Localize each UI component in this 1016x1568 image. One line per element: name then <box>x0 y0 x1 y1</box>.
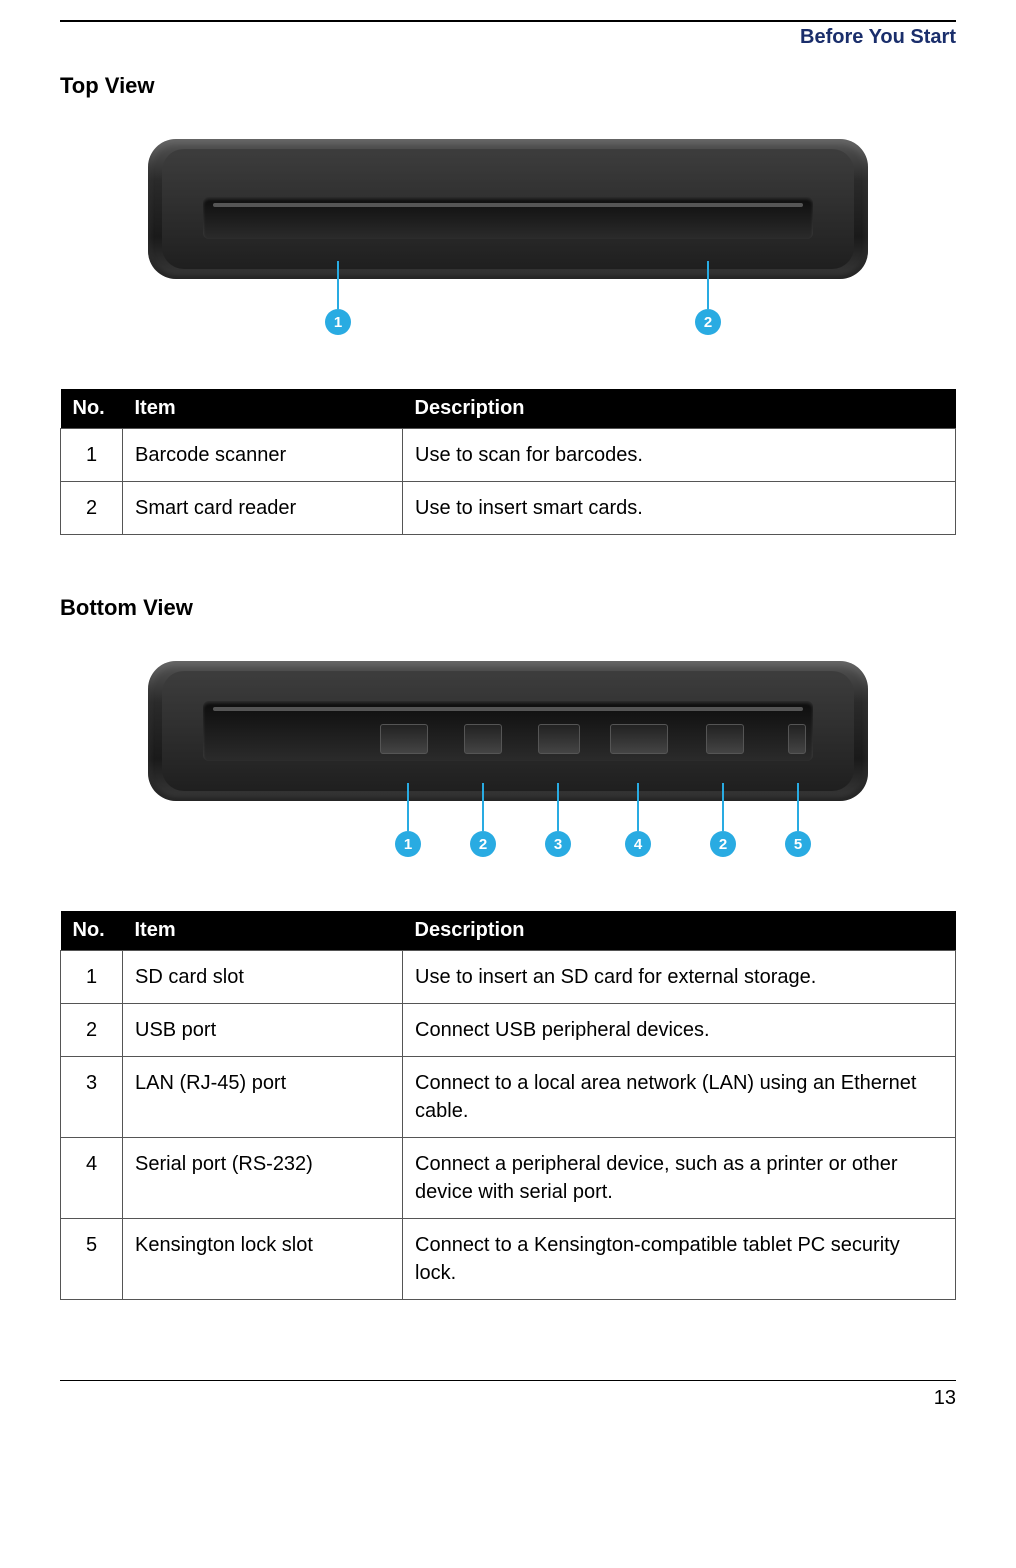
device-body-top <box>148 139 868 279</box>
callout-line <box>722 783 724 831</box>
col-no: No. <box>61 911 123 951</box>
bottom-view-callouts: 1 2 3 4 2 5 <box>148 801 868 881</box>
device-port <box>610 724 668 754</box>
callout-line <box>482 783 484 831</box>
header-rule <box>60 20 956 22</box>
callout-marker: 2 <box>470 783 496 857</box>
col-no: No. <box>61 389 123 429</box>
cell-description: Connect a peripheral device, such as a p… <box>403 1138 956 1219</box>
cell-item: LAN (RJ-45) port <box>123 1057 403 1138</box>
callout-line <box>637 783 639 831</box>
cell-no: 5 <box>61 1219 123 1300</box>
callout-badge: 2 <box>695 309 721 335</box>
cell-description: Connect USB peripheral devices. <box>403 1004 956 1057</box>
table-row: 4Serial port (RS-232)Connect a periphera… <box>61 1138 956 1219</box>
device-port <box>538 724 580 754</box>
bottom-view-device-figure: 1 2 3 4 2 5 <box>60 661 956 881</box>
cell-no: 4 <box>61 1138 123 1219</box>
table-row: 1Barcode scannerUse to scan for barcodes… <box>61 429 956 482</box>
callout-marker: 2 <box>695 261 721 335</box>
device-port <box>464 724 502 754</box>
callout-badge: 4 <box>625 831 651 857</box>
device-body-bottom <box>148 661 868 801</box>
callout-badge: 2 <box>710 831 736 857</box>
cell-no: 2 <box>61 1004 123 1057</box>
callout-badge: 3 <box>545 831 571 857</box>
cell-item: SD card slot <box>123 951 403 1004</box>
col-description: Description <box>403 389 956 429</box>
cell-description: Use to scan for barcodes. <box>403 429 956 482</box>
cell-no: 1 <box>61 429 123 482</box>
callout-marker: 1 <box>395 783 421 857</box>
cell-description: Use to insert an SD card for external st… <box>403 951 956 1004</box>
device-port <box>706 724 744 754</box>
callout-line <box>337 261 339 309</box>
cell-item: USB port <box>123 1004 403 1057</box>
callout-line <box>797 783 799 831</box>
callout-badge: 1 <box>395 831 421 857</box>
callout-line <box>707 261 709 309</box>
cell-no: 2 <box>61 482 123 535</box>
cell-item: Barcode scanner <box>123 429 403 482</box>
table-row: 2Smart card readerUse to insert smart ca… <box>61 482 956 535</box>
callout-marker: 1 <box>325 261 351 335</box>
callout-marker: 5 <box>785 783 811 857</box>
cell-item: Serial port (RS-232) <box>123 1138 403 1219</box>
callout-badge: 1 <box>325 309 351 335</box>
table-header-row: No. Item Description <box>61 389 956 429</box>
bottom-view-table: No. Item Description 1SD card slotUse to… <box>60 911 956 1300</box>
top-view-title: Top View <box>60 73 956 99</box>
bottom-view-title: Bottom View <box>60 595 956 621</box>
page-number: 13 <box>60 1387 956 1410</box>
cell-no: 3 <box>61 1057 123 1138</box>
table-row: 5Kensington lock slotConnect to a Kensin… <box>61 1219 956 1300</box>
cell-description: Connect to a Kensington-compatible table… <box>403 1219 956 1300</box>
callout-marker: 3 <box>545 783 571 857</box>
callout-marker: 4 <box>625 783 651 857</box>
device-port <box>380 724 428 754</box>
cell-item: Smart card reader <box>123 482 403 535</box>
table-row: 2USB portConnect USB peripheral devices. <box>61 1004 956 1057</box>
device-slot-top <box>203 197 813 239</box>
table-row: 1SD card slotUse to insert an SD card fo… <box>61 951 956 1004</box>
table-row: 3LAN (RJ-45) portConnect to a local area… <box>61 1057 956 1138</box>
callout-line <box>557 783 559 831</box>
callout-badge: 2 <box>470 831 496 857</box>
cell-description: Use to insert smart cards. <box>403 482 956 535</box>
cell-item: Kensington lock slot <box>123 1219 403 1300</box>
device-port <box>788 724 806 754</box>
top-view-table: No. Item Description 1Barcode scannerUse… <box>60 389 956 535</box>
col-description: Description <box>403 911 956 951</box>
table-header-row: No. Item Description <box>61 911 956 951</box>
callout-line <box>407 783 409 831</box>
footer-rule <box>60 1380 956 1381</box>
col-item: Item <box>123 389 403 429</box>
cell-description: Connect to a local area network (LAN) us… <box>403 1057 956 1138</box>
col-item: Item <box>123 911 403 951</box>
top-view-callouts: 12 <box>148 279 868 359</box>
cell-no: 1 <box>61 951 123 1004</box>
header-section-title: Before You Start <box>60 26 956 49</box>
callout-badge: 5 <box>785 831 811 857</box>
top-view-device-figure: 12 <box>60 139 956 359</box>
callout-marker: 2 <box>710 783 736 857</box>
